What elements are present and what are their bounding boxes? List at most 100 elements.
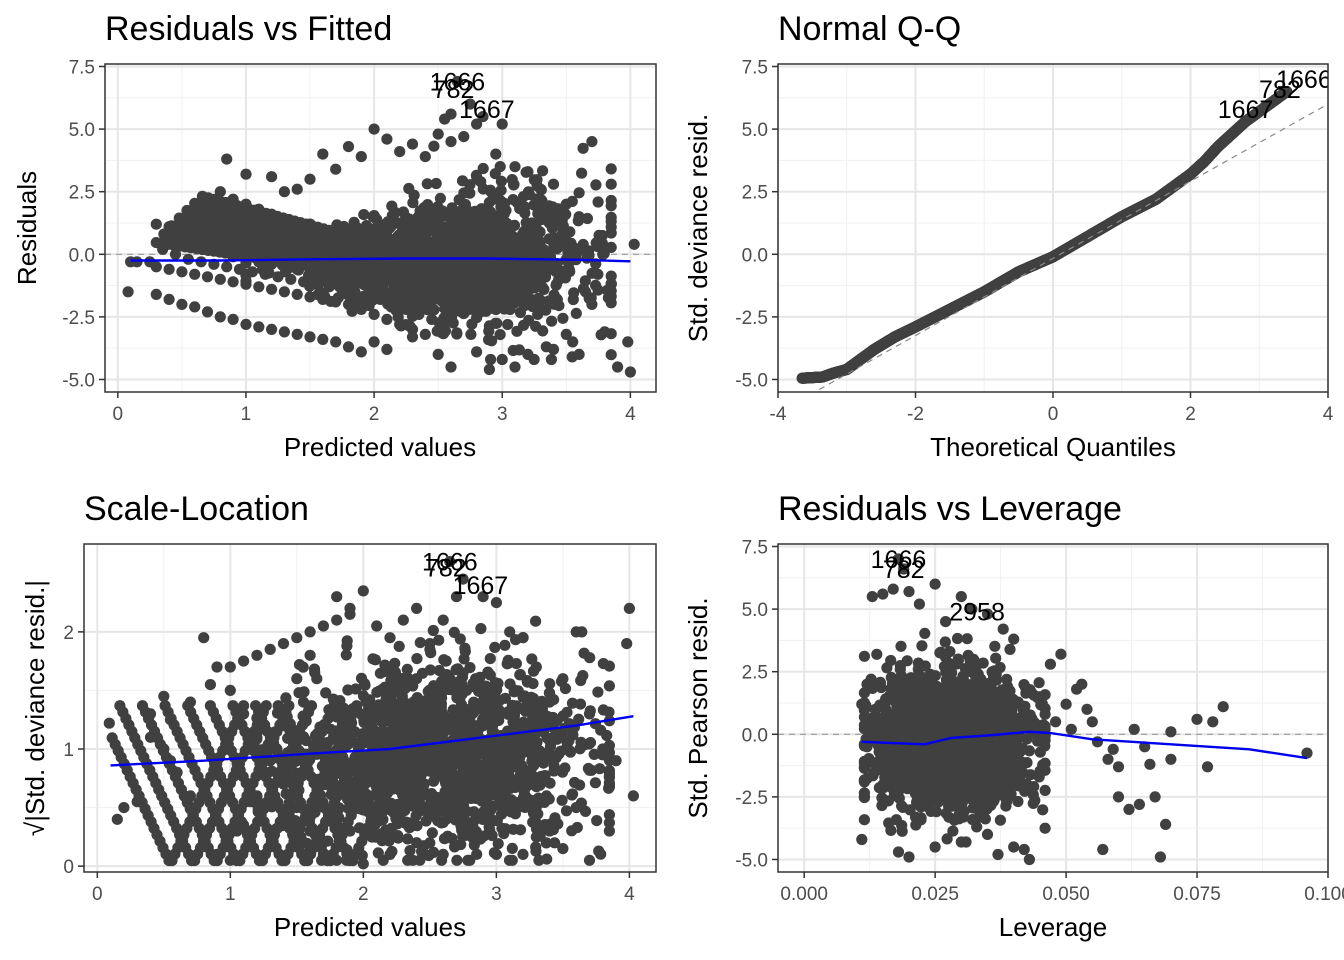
- cloud-point: [489, 317, 502, 329]
- cloud-point: [457, 830, 469, 842]
- data-point: [227, 276, 239, 288]
- data-point: [432, 128, 444, 140]
- cloud-point: [457, 667, 469, 679]
- cloud-point: [435, 698, 447, 710]
- cloud-point: [543, 295, 555, 307]
- data-point: [317, 333, 329, 345]
- cloud-point: [532, 208, 544, 220]
- cloud-point: [566, 789, 578, 801]
- data-point: [122, 286, 134, 298]
- cloud-point: [561, 706, 573, 718]
- data-point: [368, 123, 380, 135]
- data-point: [445, 361, 457, 373]
- cloud-point: [595, 724, 607, 736]
- y-tick-label: 5.0: [69, 120, 95, 141]
- cloud-point: [507, 344, 519, 357]
- data-point: [278, 231, 290, 243]
- data-point: [579, 286, 592, 298]
- chart-title: Residuals vs Fitted: [105, 10, 392, 48]
- cloud-point: [448, 240, 460, 252]
- cloud-point: [584, 652, 596, 664]
- cloud-point: [593, 845, 605, 857]
- data-point: [419, 328, 431, 340]
- cloud-point: [502, 654, 514, 667]
- cloud-point: [504, 678, 516, 690]
- data-point: [266, 323, 278, 335]
- cloud-point: [588, 748, 600, 761]
- data-point: [368, 308, 380, 320]
- cloud-point: [557, 312, 569, 324]
- cloud-point: [559, 272, 572, 284]
- cloud-point: [499, 639, 511, 651]
- outlier-label: 1667: [1218, 96, 1274, 124]
- data-point: [451, 75, 463, 88]
- data-point: [381, 133, 393, 145]
- cloud-point: [463, 294, 475, 306]
- cloud-point: [557, 222, 569, 234]
- cloud-point: [369, 654, 381, 666]
- cloud-point: [517, 191, 530, 203]
- data-point: [291, 218, 303, 230]
- cloud-point: [436, 295, 448, 307]
- x-tick-label: 4: [1323, 404, 1334, 425]
- cloud-point: [485, 353, 497, 366]
- data-point: [342, 341, 355, 353]
- data-point: [342, 298, 355, 310]
- gridlines: [777, 64, 1329, 392]
- cloud-point: [560, 805, 573, 817]
- cloud-point: [428, 140, 440, 152]
- data-point: [221, 261, 233, 273]
- cloud-point: [381, 226, 393, 238]
- cloud-point: [421, 178, 433, 190]
- cloud-point: [494, 161, 506, 173]
- data-point: [259, 268, 271, 280]
- data-point: [201, 213, 214, 225]
- cloud-point: [605, 163, 617, 175]
- cloud-point: [556, 794, 568, 806]
- data-point: [522, 166, 534, 178]
- data-point: [330, 296, 342, 308]
- data-point: [323, 281, 335, 293]
- cloud-point: [483, 334, 495, 346]
- cloud-point: [605, 221, 617, 233]
- cloud-point: [433, 634, 445, 646]
- cloud-point: [544, 678, 556, 690]
- cloud-point: [483, 828, 495, 840]
- x-axis-label: Predicted values: [284, 432, 476, 462]
- cloud-point: [574, 779, 586, 791]
- data-point: [201, 271, 214, 283]
- cloud-point: [520, 217, 532, 229]
- data-point: [394, 318, 406, 330]
- cloud-point: [401, 663, 413, 676]
- data-point: [163, 263, 175, 275]
- cloud-point: [539, 266, 552, 278]
- cloud-point: [464, 227, 476, 239]
- data-point: [272, 271, 284, 283]
- cloud-point: [402, 833, 414, 845]
- cloud-point: [498, 215, 510, 227]
- data-point: [131, 256, 143, 268]
- data-point: [547, 343, 560, 355]
- data-point: [266, 226, 278, 238]
- x-tick-label: 0: [113, 404, 124, 425]
- outlier-label: 1666: [1276, 66, 1332, 94]
- cloud-point: [577, 142, 589, 154]
- data-point: [374, 293, 387, 305]
- cloud-point: [550, 265, 562, 278]
- cloud-point: [383, 835, 395, 847]
- cloud-point: [472, 305, 484, 317]
- cloud-point: [603, 817, 616, 829]
- x-tick-label: 2: [1185, 404, 1196, 425]
- cloud-point: [471, 208, 483, 220]
- outlier-label: 1667: [459, 96, 515, 124]
- data-point: [304, 331, 316, 343]
- data-point: [176, 266, 188, 278]
- cloud-point: [417, 801, 429, 813]
- cloud-point: [557, 237, 569, 249]
- data-point: [189, 301, 201, 313]
- data-point: [214, 273, 226, 285]
- data-point: [253, 221, 265, 233]
- cloud-point: [392, 217, 404, 229]
